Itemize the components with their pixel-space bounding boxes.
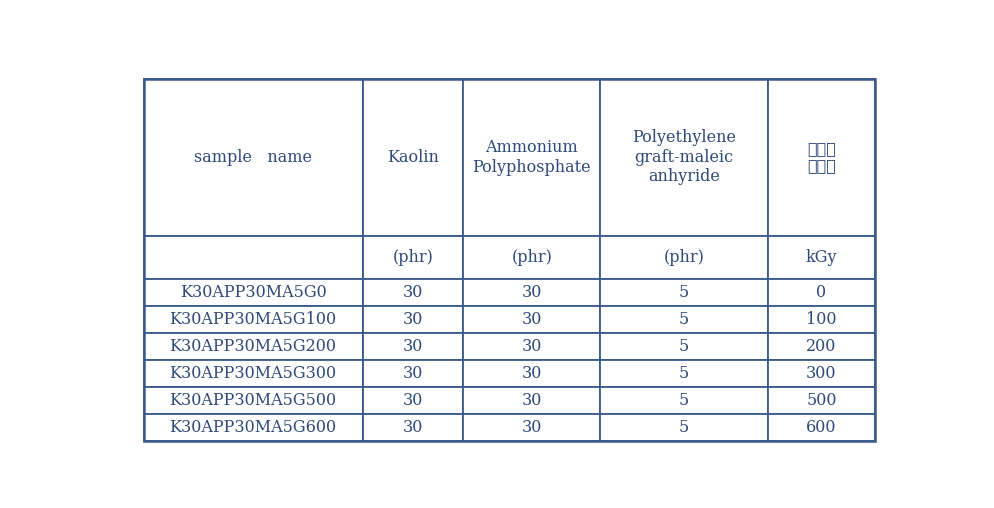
Bar <box>363 414 463 441</box>
Bar <box>463 360 600 387</box>
Bar <box>143 306 363 333</box>
Bar <box>767 360 876 387</box>
Bar <box>143 79 363 236</box>
Text: 30: 30 <box>522 392 542 409</box>
Bar <box>363 306 463 333</box>
Text: 30: 30 <box>522 365 542 382</box>
Text: (phr): (phr) <box>511 249 552 266</box>
Text: K30APP30MA5G100: K30APP30MA5G100 <box>170 311 337 328</box>
Text: K30APP30MA5G0: K30APP30MA5G0 <box>180 284 326 301</box>
Text: 30: 30 <box>403 365 423 382</box>
Text: 600: 600 <box>806 419 837 436</box>
Text: sample   name: sample name <box>194 149 312 166</box>
Bar <box>363 236 463 279</box>
Text: K30APP30MA5G200: K30APP30MA5G200 <box>170 338 337 355</box>
Text: 500: 500 <box>806 392 837 409</box>
Text: 300: 300 <box>806 365 837 382</box>
Text: 5: 5 <box>679 392 689 409</box>
Bar <box>600 360 767 387</box>
Bar <box>463 279 600 306</box>
Text: Ammonium
Polyphosphate: Ammonium Polyphosphate <box>472 139 591 176</box>
Bar <box>143 360 363 387</box>
Text: 200: 200 <box>806 338 837 355</box>
Text: 0: 0 <box>816 284 827 301</box>
Bar <box>767 236 876 279</box>
Bar <box>363 333 463 360</box>
Bar <box>600 279 767 306</box>
Text: 전자선
조사량: 전자선 조사량 <box>807 141 836 174</box>
Text: Polyethylene
graft-maleic
anhyride: Polyethylene graft-maleic anhyride <box>632 129 736 185</box>
Bar <box>363 387 463 414</box>
Bar <box>463 414 600 441</box>
Bar <box>767 387 876 414</box>
Bar <box>600 387 767 414</box>
Bar <box>143 333 363 360</box>
Text: 30: 30 <box>403 338 423 355</box>
Bar <box>143 414 363 441</box>
Bar <box>767 306 876 333</box>
Bar <box>767 79 876 236</box>
Bar <box>463 333 600 360</box>
Bar <box>600 236 767 279</box>
Bar <box>463 236 600 279</box>
Bar <box>767 279 876 306</box>
Text: (phr): (phr) <box>664 249 705 266</box>
Bar <box>143 236 363 279</box>
Text: (phr): (phr) <box>393 249 433 266</box>
Text: 30: 30 <box>403 311 423 328</box>
Bar <box>600 414 767 441</box>
Bar <box>600 306 767 333</box>
Bar <box>143 387 363 414</box>
Text: Kaolin: Kaolin <box>387 149 438 166</box>
Bar <box>363 360 463 387</box>
Bar <box>767 414 876 441</box>
Text: 5: 5 <box>679 284 689 301</box>
Text: 100: 100 <box>806 311 837 328</box>
Text: K30APP30MA5G600: K30APP30MA5G600 <box>170 419 337 436</box>
Text: K30APP30MA5G500: K30APP30MA5G500 <box>170 392 337 409</box>
Text: 30: 30 <box>522 419 542 436</box>
Bar <box>600 333 767 360</box>
Text: 5: 5 <box>679 365 689 382</box>
Text: 30: 30 <box>522 284 542 301</box>
Text: 30: 30 <box>403 419 423 436</box>
Text: 5: 5 <box>679 338 689 355</box>
Bar <box>463 387 600 414</box>
Text: 30: 30 <box>522 311 542 328</box>
Bar <box>143 279 363 306</box>
Text: kGy: kGy <box>806 249 837 266</box>
Bar <box>363 79 463 236</box>
Bar <box>463 79 600 236</box>
Text: K30APP30MA5G300: K30APP30MA5G300 <box>170 365 337 382</box>
Text: 5: 5 <box>679 419 689 436</box>
Bar <box>463 306 600 333</box>
Text: 30: 30 <box>403 392 423 409</box>
Text: 5: 5 <box>679 311 689 328</box>
Text: 30: 30 <box>522 338 542 355</box>
Bar <box>767 333 876 360</box>
Text: 30: 30 <box>403 284 423 301</box>
Bar <box>600 79 767 236</box>
Bar <box>363 279 463 306</box>
